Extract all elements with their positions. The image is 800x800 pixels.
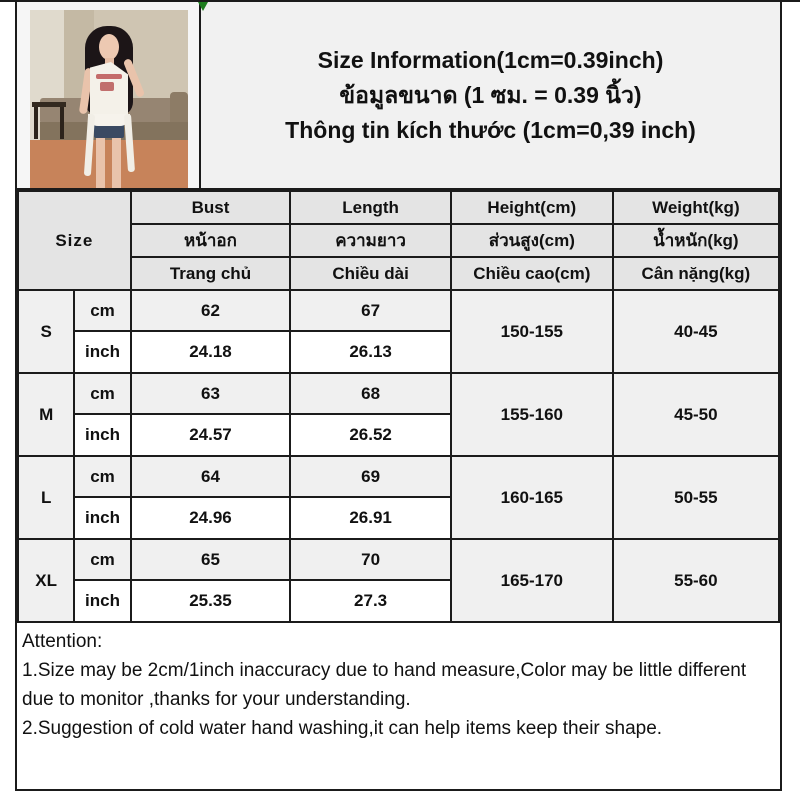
bust-inch-l: 24.96 <box>129 496 292 540</box>
product-photo <box>30 10 188 188</box>
photo-side-table-leg <box>60 107 64 139</box>
unit-cm: cm <box>73 289 132 332</box>
attention-note-2: 2.Suggestion of cold water hand washing,… <box>22 718 663 739</box>
table-row: inch 24.18 26.13 <box>18 330 779 374</box>
table-row: L cm 64 69 160-165 50-55 <box>16 455 781 540</box>
length-cm-s: 67 <box>289 289 452 332</box>
bust-inch-xl: 25.35 <box>129 579 292 623</box>
col-header-height-th: ส่วนสูง(cm) <box>449 223 614 258</box>
size-table: Size Bust Length Height(cm) Weight(kg) ห… <box>16 190 781 623</box>
attention-heading: Attention: <box>22 631 103 652</box>
photo-model-face <box>99 34 119 60</box>
col-header-length-en: Length <box>289 190 452 225</box>
unit-inch: inch <box>73 579 132 623</box>
col-header-height-en: Height(cm) <box>449 190 614 225</box>
unit-cm: cm <box>73 455 132 498</box>
weight-range-xl: 55-60 <box>611 538 781 623</box>
bust-inch-s: 24.18 <box>129 330 292 374</box>
length-inch-l: 26.91 <box>289 496 452 540</box>
photo-cell <box>17 2 201 188</box>
size-label-l: L <box>16 455 76 540</box>
title-block: Size Information(1cm=0.39inch) ข้อมูลขนา… <box>201 2 780 188</box>
height-range-s: 150-155 <box>449 289 614 374</box>
photo-red-print <box>100 82 114 91</box>
length-inch-m: 26.52 <box>289 413 452 457</box>
weight-range-s: 40-45 <box>611 289 781 374</box>
photo-carpet-floor <box>30 140 188 188</box>
col-header-weight-en: Weight(kg) <box>611 190 781 225</box>
table-row: S cm 62 67 150-155 40-45 <box>16 289 781 374</box>
table-row: inch 25.35 27.3 <box>18 579 779 623</box>
unit-cm: cm <box>73 538 132 581</box>
green-corner-mark <box>198 2 208 11</box>
col-header-bust-th: หน้าอก <box>129 223 292 258</box>
col-header-length-vi: Chiều dài <box>289 256 452 291</box>
title-english: Size Information(1cm=0.39inch) <box>317 47 664 73</box>
weight-range-l: 50-55 <box>611 455 781 540</box>
col-header-weight-vi: Cân nặng(kg) <box>611 256 781 291</box>
table-row: XL cm 65 70 165-170 55-60 <box>16 538 781 623</box>
length-cm-l: 69 <box>289 455 452 498</box>
weight-range-m: 45-50 <box>611 372 781 457</box>
unit-inch: inch <box>73 496 132 540</box>
bust-cm-xl: 65 <box>129 538 292 581</box>
photo-model-leg <box>96 138 105 188</box>
photo-model-neck <box>105 58 114 66</box>
table-row: inch 24.57 26.52 <box>18 413 779 457</box>
height-range-m: 155-160 <box>449 372 614 457</box>
length-cm-m: 68 <box>289 372 452 415</box>
photo-red-print <box>96 74 122 79</box>
bust-inch-m: 24.57 <box>129 413 292 457</box>
bust-cm-l: 64 <box>129 455 292 498</box>
photo-model-leg <box>112 138 121 188</box>
photo-side-table <box>32 102 66 107</box>
bust-cm-s: 62 <box>129 289 292 332</box>
bust-cm-m: 63 <box>129 372 292 415</box>
col-header-bust-vi: Trang chủ <box>129 256 292 291</box>
size-header-cell: Size <box>17 190 132 291</box>
col-header-height-vi: Chiều cao(cm) <box>449 256 614 291</box>
table-row: M cm 63 68 155-160 45-50 <box>16 372 781 457</box>
col-header-bust-en: Bust <box>129 190 292 225</box>
size-label-s: S <box>16 289 76 374</box>
height-range-l: 160-165 <box>449 455 614 540</box>
size-label-xl: XL <box>16 538 76 623</box>
title-thai: ข้อมูลขนาด (1 ซม. = 0.39 นิ้ว) <box>339 82 642 108</box>
col-header-weight-th: น้ำหนัก(kg) <box>611 223 781 258</box>
unit-cm: cm <box>73 372 132 415</box>
unit-inch: inch <box>73 413 132 457</box>
col-header-length-th: ความยาว <box>289 223 452 258</box>
length-inch-xl: 27.3 <box>289 579 452 623</box>
size-label-m: M <box>16 372 76 457</box>
height-range-xl: 165-170 <box>449 538 614 623</box>
photo-side-table-leg <box>34 107 38 139</box>
table-row: inch 24.96 26.91 <box>18 496 779 540</box>
unit-inch: inch <box>73 330 132 374</box>
size-chart-sheet: Size Information(1cm=0.39inch) ข้อมูลขนา… <box>15 0 782 791</box>
header-section: Size Information(1cm=0.39inch) ข้อมูลขนา… <box>17 2 780 190</box>
attention-section: Attention: 1.Size may be 2cm/1inch inacc… <box>17 623 780 743</box>
photo-denim-shorts <box>94 122 124 138</box>
length-cm-xl: 70 <box>289 538 452 581</box>
title-vietnamese: Thông tin kích thước (1cm=0,39 inch) <box>285 117 696 143</box>
length-inch-s: 26.13 <box>289 330 452 374</box>
attention-note-1: 1.Size may be 2cm/1inch inaccuracy due t… <box>22 660 747 710</box>
photo-ruffle-hem <box>88 114 130 126</box>
